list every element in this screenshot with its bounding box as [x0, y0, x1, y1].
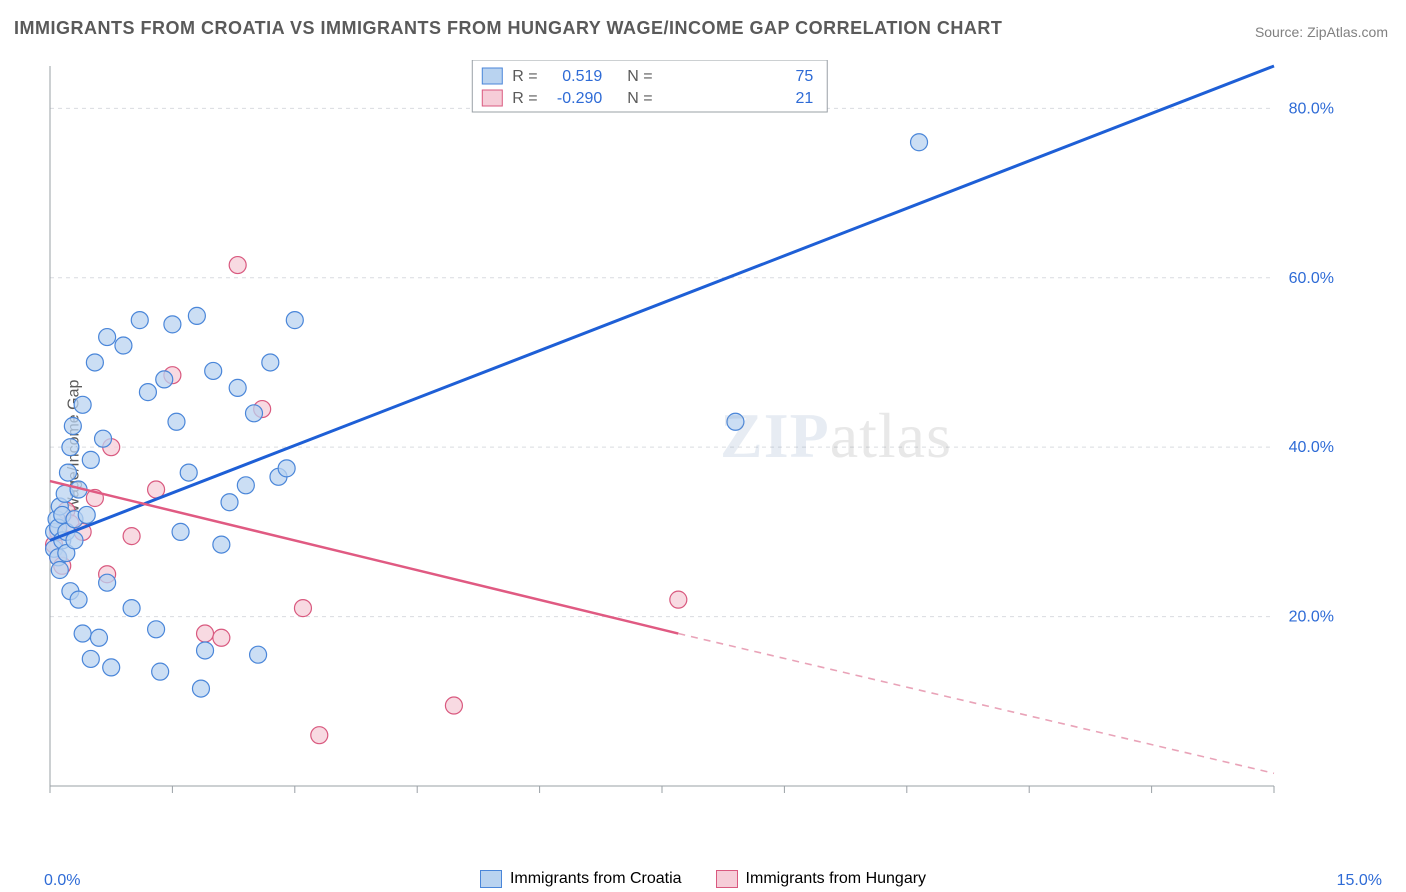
bottom-legend: Immigrants from Croatia Immigrants from … [0, 870, 1406, 888]
chart-title: IMMIGRANTS FROM CROATIA VS IMMIGRANTS FR… [14, 18, 1002, 39]
source-value: ZipAtlas.com [1307, 24, 1388, 40]
source-label: Source: [1255, 24, 1307, 40]
legend-label-croatia: Immigrants from Croatia [510, 870, 682, 888]
svg-text:60.0%: 60.0% [1289, 270, 1334, 287]
svg-text:0.519: 0.519 [562, 68, 602, 85]
scatter-chart-svg: 20.0% 40.0% 60.0% 80.0% R = 0.519 N = 75 R = -0.2… [44, 60, 1344, 800]
svg-text:R =: R = [512, 90, 537, 107]
legend-swatch-croatia [480, 870, 502, 888]
svg-text:80.0%: 80.0% [1289, 100, 1334, 117]
svg-text:20.0%: 20.0% [1289, 609, 1334, 626]
svg-text:-0.290: -0.290 [557, 90, 602, 107]
svg-text:40.0%: 40.0% [1289, 439, 1334, 456]
legend-item-croatia: Immigrants from Croatia [480, 870, 682, 888]
svg-text:R =: R = [512, 68, 537, 85]
legend-item-hungary: Immigrants from Hungary [716, 870, 927, 888]
svg-text:N =: N = [627, 68, 652, 85]
legend-swatch-hungary [716, 870, 738, 888]
chart-plot-area: 20.0% 40.0% 60.0% 80.0% R = 0.519 N = 75 R = -0.2… [44, 60, 1344, 830]
legend-label-hungary: Immigrants from Hungary [746, 870, 927, 888]
source-attribution: Source: ZipAtlas.com [1255, 24, 1388, 40]
svg-text:21: 21 [795, 90, 813, 107]
svg-text:N =: N = [627, 90, 652, 107]
svg-text:75: 75 [795, 68, 813, 85]
